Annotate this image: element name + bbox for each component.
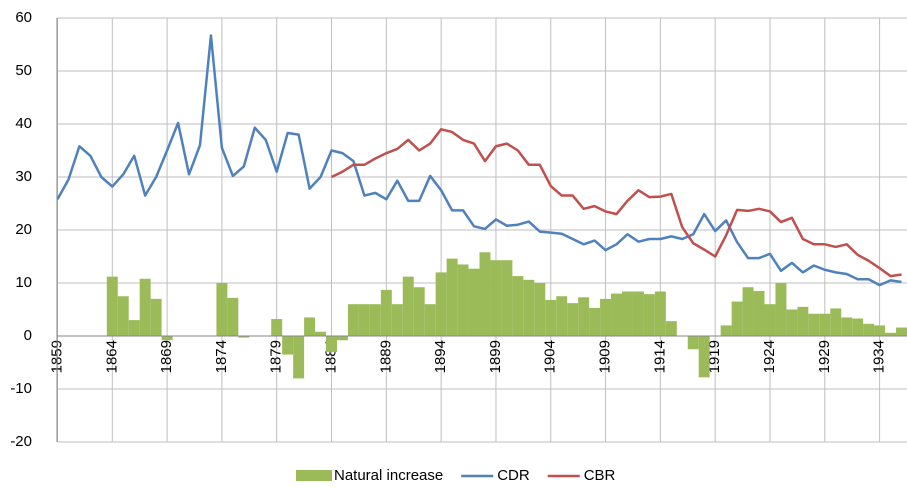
bar bbox=[578, 297, 590, 336]
bar bbox=[731, 301, 743, 336]
bar bbox=[534, 283, 546, 336]
bar bbox=[468, 268, 480, 336]
y-tick-label: 0 bbox=[24, 327, 32, 344]
x-tick-label: 1894 bbox=[432, 340, 449, 373]
bar bbox=[830, 308, 842, 336]
y-tick-label: 40 bbox=[15, 115, 32, 132]
y-tick-label: -10 bbox=[10, 380, 32, 397]
bar bbox=[369, 304, 381, 336]
bar bbox=[567, 303, 579, 336]
bar bbox=[161, 336, 173, 341]
bar bbox=[380, 289, 392, 336]
bar bbox=[337, 336, 348, 341]
bar bbox=[885, 332, 897, 336]
bar bbox=[282, 336, 294, 355]
bar bbox=[786, 309, 798, 336]
bar bbox=[326, 336, 337, 352]
bar bbox=[128, 320, 140, 336]
bar bbox=[742, 287, 754, 336]
x-tick-label: 1864 bbox=[103, 340, 120, 373]
bar bbox=[150, 298, 162, 336]
bar bbox=[896, 327, 907, 336]
bar bbox=[643, 294, 655, 336]
bar bbox=[117, 296, 129, 336]
bar bbox=[402, 276, 414, 336]
x-tick-label: 1879 bbox=[268, 340, 285, 373]
bar bbox=[238, 336, 250, 338]
bar bbox=[358, 304, 370, 336]
y-tick-label: -20 bbox=[10, 433, 32, 450]
bar bbox=[391, 304, 403, 336]
bar bbox=[600, 298, 612, 336]
y-tick-label: 30 bbox=[15, 168, 32, 185]
bar bbox=[446, 258, 458, 336]
bar bbox=[347, 304, 359, 336]
bar bbox=[457, 264, 469, 336]
x-tick-label: 1924 bbox=[761, 340, 778, 373]
bar bbox=[424, 304, 436, 336]
bar bbox=[819, 313, 831, 336]
bar bbox=[622, 291, 633, 336]
x-tick-label: 1904 bbox=[542, 340, 559, 373]
bar bbox=[216, 283, 228, 336]
bar bbox=[687, 336, 699, 350]
bar bbox=[775, 283, 787, 336]
bar bbox=[523, 279, 535, 336]
y-tick-label: 20 bbox=[15, 221, 32, 238]
bar bbox=[589, 307, 601, 336]
bar bbox=[293, 336, 305, 379]
bar bbox=[271, 319, 283, 336]
bar bbox=[227, 297, 239, 336]
bar bbox=[556, 296, 568, 336]
bar bbox=[304, 317, 316, 336]
bar bbox=[106, 276, 118, 336]
bar bbox=[413, 287, 425, 336]
line bbox=[56, 34, 902, 287]
line bbox=[330, 128, 902, 278]
bar bbox=[490, 260, 502, 336]
bar bbox=[764, 304, 776, 336]
x-tick-label: 1934 bbox=[871, 340, 888, 373]
x-tick-label: 1909 bbox=[597, 340, 614, 373]
bar bbox=[632, 291, 644, 336]
legend-label: Natural increase bbox=[334, 467, 443, 484]
x-tick-label: 1874 bbox=[213, 340, 230, 373]
y-tick-label: 10 bbox=[15, 274, 32, 291]
bar bbox=[720, 325, 732, 336]
bar bbox=[698, 336, 710, 378]
y-tick-label: 50 bbox=[15, 62, 32, 79]
bar bbox=[501, 260, 513, 336]
bar bbox=[654, 291, 666, 336]
bar bbox=[841, 317, 853, 336]
bar bbox=[808, 313, 820, 336]
bar bbox=[665, 321, 677, 336]
x-tick-label: 1869 bbox=[158, 340, 175, 373]
bar bbox=[863, 323, 875, 336]
bar bbox=[852, 318, 864, 336]
x-tick-label: 1889 bbox=[377, 340, 394, 373]
legend-label: CDR bbox=[497, 467, 530, 484]
bar bbox=[611, 293, 622, 336]
y-tick-label: 60 bbox=[15, 9, 32, 26]
legend: Natural increase CDR CBR bbox=[296, 467, 616, 484]
bar bbox=[797, 306, 809, 336]
x-tick-label: 1929 bbox=[816, 340, 833, 373]
bar bbox=[512, 276, 524, 336]
legend-label: CBR bbox=[584, 467, 616, 484]
bar bbox=[545, 299, 557, 336]
x-tick-label: 1899 bbox=[487, 340, 504, 373]
bar bbox=[315, 331, 327, 336]
bar bbox=[753, 290, 765, 336]
x-tick-label: 1919 bbox=[706, 340, 723, 373]
bar bbox=[139, 278, 151, 336]
bar bbox=[479, 252, 491, 336]
legend-swatch bbox=[296, 470, 332, 481]
bar bbox=[874, 325, 886, 336]
x-tick-label: 1914 bbox=[651, 340, 668, 373]
bar bbox=[435, 272, 447, 336]
